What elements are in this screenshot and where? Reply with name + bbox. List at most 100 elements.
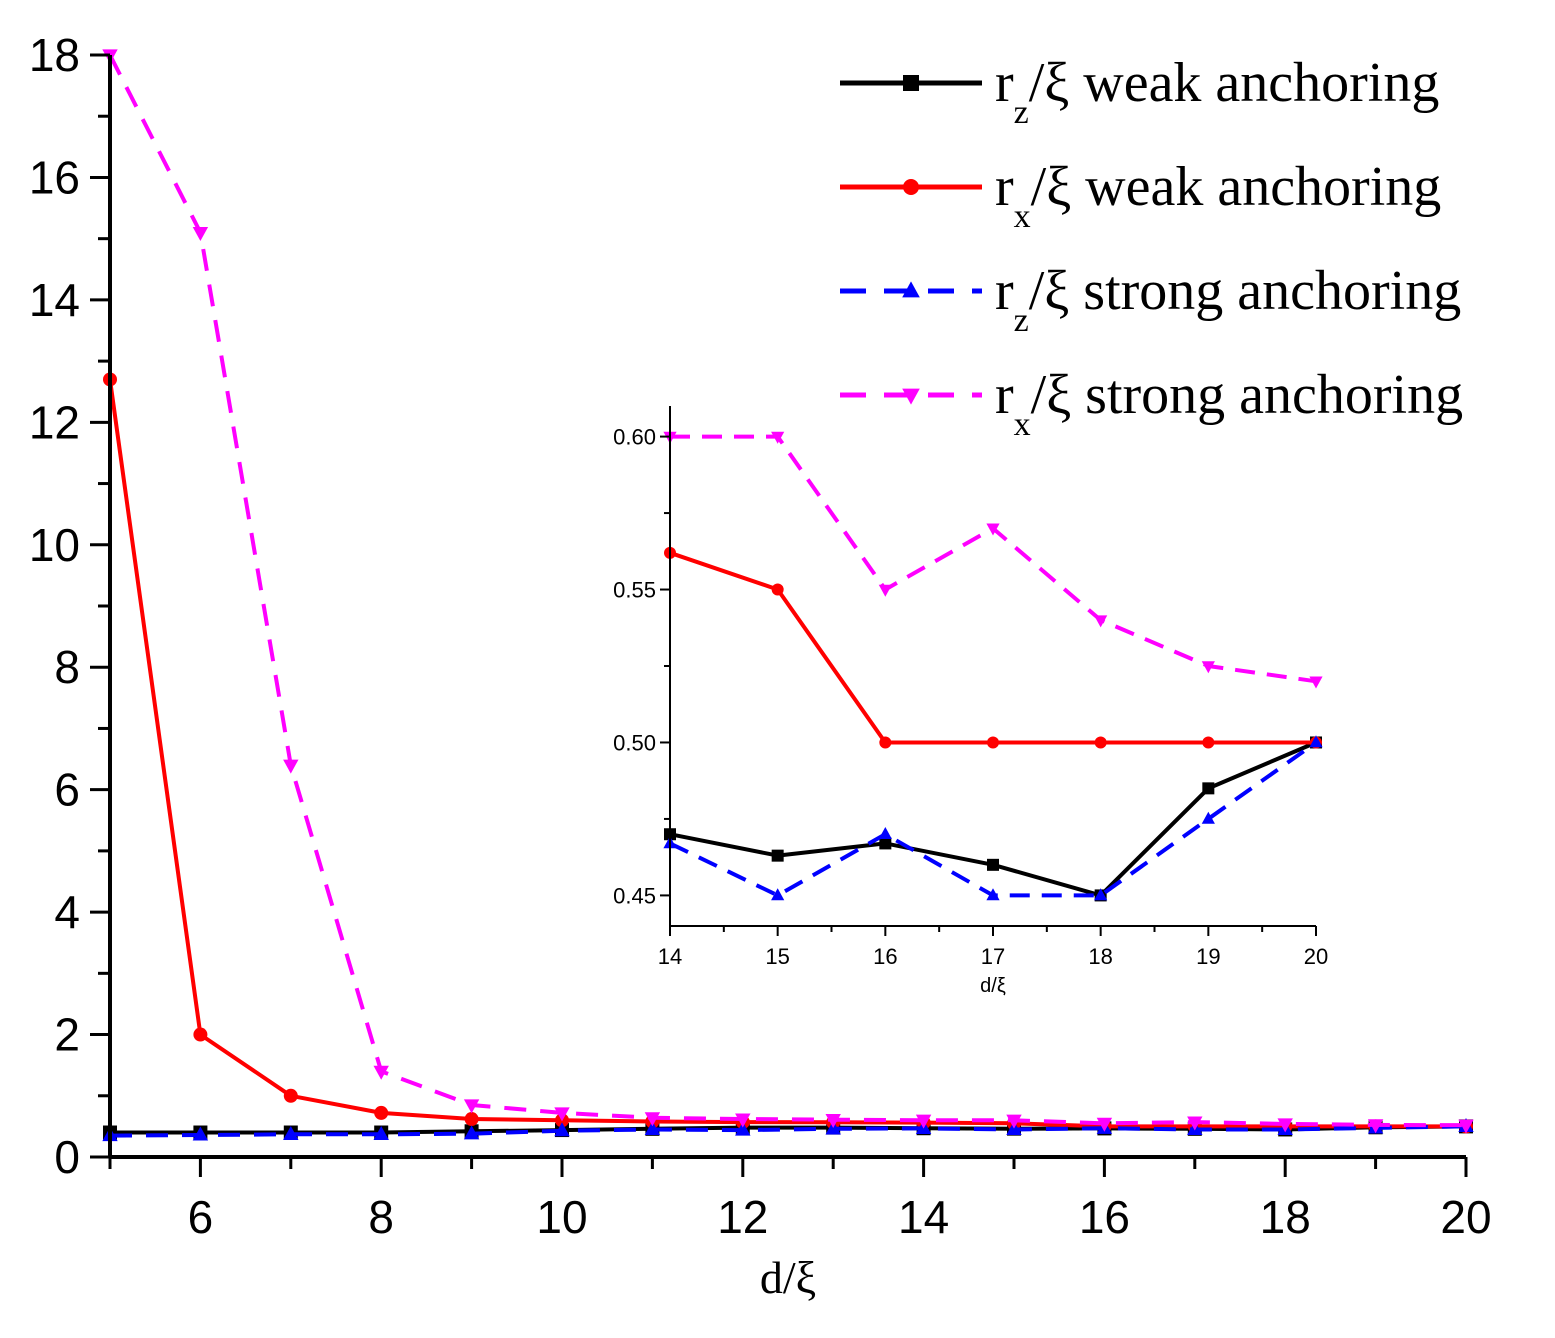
inset-point-rz_strong-3 [986,888,1000,901]
main-x-tick-label: 12 [717,1191,768,1243]
legend-label-prefix: r [995,364,1014,426]
legend-label-rz_weak: rz/ξ weak anchoring [995,52,1439,131]
main-point-rx_weak-4 [464,1112,479,1127]
main-y-tick-label: 10 [29,519,80,571]
legend-label-suffix: /ξ strong anchoring [1029,260,1461,322]
main-point-rx_strong-12 [1187,1116,1203,1131]
inset-x-tick-label: 20 [1304,944,1328,969]
main-point-rx_weak-3 [374,1105,389,1120]
main-series-line-rz_strong [109,1124,1467,1138]
inset-series-line-rx_weak [669,550,1316,745]
legend-label-subscript: x [1014,406,1031,443]
inset-point-rx_weak-1 [771,583,784,596]
main-point-rz_strong-7 [735,1121,751,1136]
legend-label-prefix: r [995,52,1014,114]
main-x-tick-label: 10 [536,1191,587,1243]
inset-point-rz_weak-3 [987,858,999,871]
inset-point-rx_strong-4 [1094,615,1108,628]
legend-label-suffix: /ξ strong anchoring [1031,364,1463,426]
inset-point-rz_strong-6 [1309,735,1323,748]
main-x-axis-title: d/ξ [760,1252,816,1303]
inset-x-tick-label: 19 [1196,944,1220,969]
main-point-rx_strong-11 [1096,1117,1113,1132]
main-point-rx_strong-1 [192,226,209,241]
inset-point-rz_strong-2 [878,827,892,840]
inset-series-line-rz_strong [669,740,1318,898]
legend-label-subscript: z [1014,94,1029,131]
inset-point-rz_strong-1 [771,888,785,901]
inset-y-tick-label: 0.55 [613,578,656,603]
main-x-tick-label: 18 [1260,1191,1311,1243]
inset-y-tick-label: 0.50 [613,730,656,755]
inset-x-axis-title: d/ξ [980,975,1006,997]
inset-point-rz_weak-5 [1202,782,1215,795]
main-point-rx_strong-10 [1006,1114,1022,1129]
main-y-tick-label: 2 [54,1009,80,1061]
inset-x-tick-label: 18 [1088,944,1112,969]
main-x-tick-label: 20 [1440,1191,1491,1243]
main-y-tick-label: 0 [54,1131,80,1183]
main-point-rx_strong-8 [825,1114,841,1129]
legend-label-prefix: r [995,260,1014,322]
main-point-rx_strong-14 [1367,1119,1384,1134]
inset-series-line-rx_strong [670,434,1317,684]
legend-marker-rz_weak [903,75,919,91]
main-point-rz_strong-2 [283,1125,299,1140]
main-plot: 6 8 10 12 14 16 18 20 0 2 4 6 8 10 12 14 16 18 d/ξ [29,29,1492,1303]
inset-point-rz_strong-5 [1201,811,1215,824]
main-x-tick-label: 16 [1079,1191,1130,1243]
main-y-tick-label: 14 [29,274,80,326]
main-point-rx_strong-5 [554,1107,570,1122]
main-point-rx_strong-13 [1277,1118,1293,1133]
main-point-rz_strong-4 [463,1125,480,1140]
main-y-tick-label: 8 [54,641,80,693]
main-point-rz_strong-5 [554,1122,570,1137]
inset-y-tick-label: 0.60 [613,425,656,450]
inset-point-rz_weak-2 [879,837,892,850]
inset-point-rx_strong-3 [986,523,1000,536]
inset-series-line-rz_weak [669,740,1317,898]
main-y-tick-label: 16 [29,151,80,203]
main-point-rx_strong-7 [735,1113,751,1128]
legend-label-rz_strong: rz/ξ strong anchoring [995,260,1461,339]
main-x-tick-label: 8 [368,1191,394,1243]
inset-x-tick-label: 15 [765,944,789,969]
main-point-rx_strong-15 [1458,1119,1474,1134]
main-x-tick-label: 14 [898,1191,949,1243]
inset-point-rx_strong-6 [1309,676,1323,689]
inset-x-tick-label: 14 [658,944,682,969]
inset-point-rx_strong-2 [878,584,892,597]
legend-marker-rz_strong [902,281,920,298]
main-point-rx_weak-1 [193,1027,208,1042]
main-point-rx_strong-9 [915,1114,932,1129]
inset-point-rz_weak-1 [771,849,784,862]
main-point-rx_weak-2 [283,1088,298,1103]
legend-marker-rx_weak [903,179,919,195]
inset-y-tick-label: 0.45 [613,883,656,908]
legend-label-rx_strong: rx/ξ strong anchoring [995,364,1463,443]
inset-point-rx_weak-5 [1202,736,1215,749]
main-point-rx_strong-4 [463,1099,480,1114]
main-point-rx_strong-3 [373,1065,389,1080]
legend-label-suffix: /ξ weak anchoring [1031,156,1442,218]
main-point-rz_strong-1 [192,1126,209,1141]
inset-point-rx_weak-2 [879,736,892,749]
main-y-tick-label: 4 [54,886,80,938]
main-y-tick-label: 12 [29,396,80,448]
inset-x-tick-label: 17 [981,944,1005,969]
legend-label-suffix: /ξ weak anchoring [1029,52,1440,114]
main-y-tick-label: 18 [29,29,80,81]
main-series-line-rx_weak [108,379,1466,1129]
main-series-line-rx_strong [108,54,1467,1128]
main-y-tick-label: 6 [54,764,80,816]
inset-x-tick-label: 16 [873,944,897,969]
inset-point-rx_strong-5 [1201,661,1215,674]
inset-point-rx_weak-3 [987,736,999,749]
legend-label-prefix: r [995,156,1014,218]
legend-label-rx_weak: rx/ξ weak anchoring [995,156,1441,235]
main-point-rx_strong-6 [644,1112,661,1127]
inset-point-rx_strong-1 [771,431,785,444]
main-point-rx_strong-2 [283,759,299,774]
